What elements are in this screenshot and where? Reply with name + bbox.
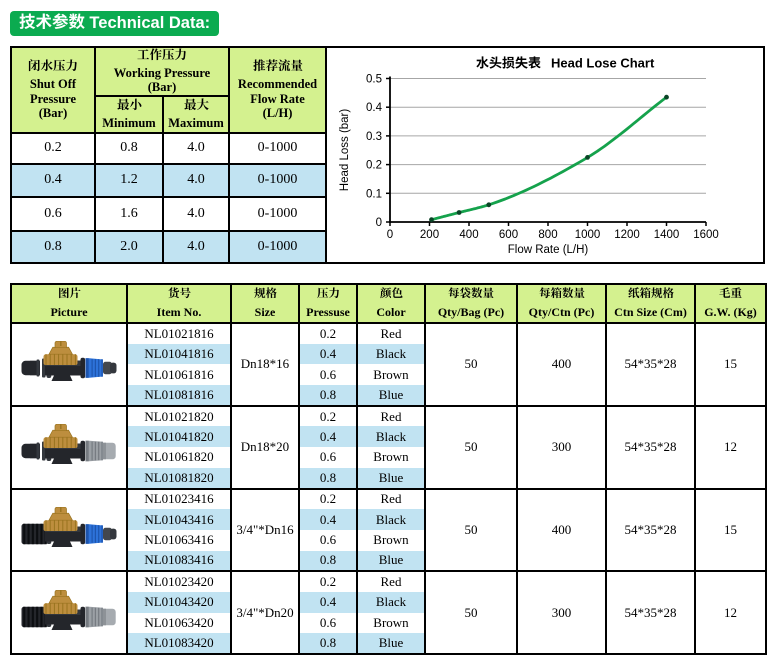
svg-text:Head Lose Chart: Head Lose Chart [551,56,655,71]
svg-text:Flow Rate (L/H): Flow Rate (L/H) [508,244,589,256]
svg-text:0.2: 0.2 [366,160,382,172]
svg-text:0.4: 0.4 [366,102,383,114]
svg-text:0: 0 [387,229,393,241]
svg-text:Head Loss (bar): Head Loss (bar) [339,109,351,192]
svg-text:1000: 1000 [575,229,601,241]
svg-text:1400: 1400 [654,229,680,241]
svg-text:200: 200 [420,229,439,241]
svg-text:0.3: 0.3 [366,131,382,143]
svg-text:800: 800 [538,229,557,241]
svg-text:1600: 1600 [693,229,719,241]
svg-text:600: 600 [499,229,518,241]
svg-text:0: 0 [376,217,382,229]
svg-text:400: 400 [459,229,478,241]
svg-text:0.5: 0.5 [366,74,382,86]
svg-text:0.1: 0.1 [366,188,382,200]
svg-text:1200: 1200 [614,229,640,241]
